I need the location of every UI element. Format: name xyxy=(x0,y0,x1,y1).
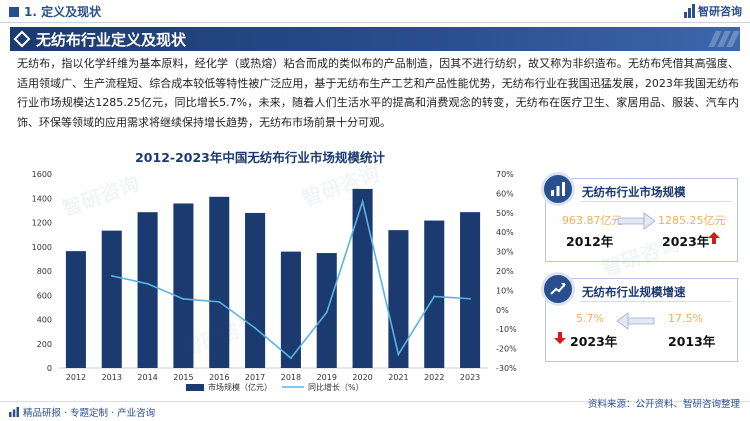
end-year: 2023年 xyxy=(662,234,710,249)
bar xyxy=(352,188,373,368)
y-right-tick-label: 70% xyxy=(496,170,514,179)
y-left-tick-label: 1400 xyxy=(32,194,52,203)
intro-paragraph: 无纺布，指以化学纤维为基本原料，经化学（或热熔）粘合而成的类似布的产品制造，因其… xyxy=(17,57,739,129)
recent-value: 5.7% xyxy=(576,312,604,325)
y-left-tick-label: 600 xyxy=(37,291,52,300)
bar xyxy=(137,212,158,368)
up-arrow-icon xyxy=(708,232,720,247)
y-right-tick-label: 40% xyxy=(496,228,514,237)
bar xyxy=(245,212,266,368)
bar-chart-icon xyxy=(541,172,575,206)
footer-tagline: 精品研报 · 专题定制 · 产业咨询 xyxy=(8,405,155,419)
bar xyxy=(65,251,86,368)
y-right-tick-label: 0% xyxy=(496,306,509,315)
y-left-tick-label: 800 xyxy=(37,267,52,276)
growth-point xyxy=(146,282,149,285)
earlier-value: 17.5% xyxy=(668,312,703,325)
data-source: 资料来源：公开资料、智研咨询整理 xyxy=(587,399,740,410)
start-year: 2012年 xyxy=(566,234,614,249)
x-tick-label: 2022 xyxy=(424,373,444,382)
growth-point xyxy=(182,298,185,300)
section-marker xyxy=(9,7,19,17)
earlier-year: 2013年 xyxy=(668,334,716,349)
chart-title: 2012-2023年中国无纺布行业市场规模统计 xyxy=(135,150,385,165)
card-title: 无纺布行业规模增速 xyxy=(582,285,686,299)
down-arrow-icon xyxy=(554,332,566,347)
bar xyxy=(101,230,122,368)
legend-bar-label: 市场规模（亿元） xyxy=(208,382,272,392)
x-tick-label: 2017 xyxy=(245,373,265,382)
left-arrow-icon xyxy=(616,312,656,330)
start-value: 963.87亿元 xyxy=(562,214,623,227)
logo-bars-icon xyxy=(684,4,695,18)
trend-chart-icon xyxy=(541,272,575,306)
legend-line-label: 同比增长（%） xyxy=(308,382,364,392)
growth-point xyxy=(325,311,328,314)
x-tick-label: 2014 xyxy=(137,373,157,382)
x-tick-label: 2012 xyxy=(66,373,86,382)
y-right-tick-label: 60% xyxy=(496,189,514,198)
x-tick-label: 2018 xyxy=(281,373,301,382)
y-left-tick-label: 1600 xyxy=(32,170,52,179)
end-value: 1285.25亿元 xyxy=(658,214,726,227)
right-arrow-icon xyxy=(616,212,656,230)
y-right-tick-label: 50% xyxy=(496,209,514,218)
bar xyxy=(280,251,301,368)
y-left-tick-label: 400 xyxy=(37,316,52,325)
section-title: 1. 定义及现状 xyxy=(24,5,102,19)
x-tick-label: 2013 xyxy=(102,373,122,382)
growth-point xyxy=(469,297,471,300)
x-tick-label: 2021 xyxy=(388,373,408,382)
top-header: 1. 定义及现状 智研咨询 xyxy=(0,0,750,24)
footer-divider xyxy=(0,401,750,402)
brand-logo: 智研咨询 xyxy=(684,3,742,19)
banner-title: 无纺布行业定义及现状 xyxy=(36,31,187,49)
y-left-tick-label: 200 xyxy=(37,340,52,349)
title-banner: 无纺布行业定义及现状 xyxy=(10,27,740,51)
x-tick-label: 2020 xyxy=(352,373,372,382)
footer-tagline-text: 精品研报 · 专题定制 · 产业咨询 xyxy=(23,408,156,419)
bar xyxy=(388,230,409,368)
section-divider xyxy=(0,22,750,23)
y-left-tick-label: 0 xyxy=(47,364,52,373)
y-right-tick-label: -20% xyxy=(496,345,517,354)
y-left-tick-label: 1200 xyxy=(32,219,52,228)
market-size-card: 无纺布行业市场规模 963.87亿元 1285.25亿元 2012年 2023年 xyxy=(541,172,738,262)
y-right-tick-label: 10% xyxy=(496,286,514,295)
card-title: 无纺布行业市场规模 xyxy=(582,185,686,199)
x-tick-label: 2015 xyxy=(173,373,193,382)
bar xyxy=(460,212,481,368)
bar xyxy=(209,196,230,368)
growth-point xyxy=(433,295,436,298)
growth-point xyxy=(361,200,364,203)
logo-text: 智研咨询 xyxy=(698,5,742,18)
y-left-tick-label: 1000 xyxy=(32,243,52,252)
growth-point xyxy=(254,327,256,329)
bar xyxy=(173,203,194,368)
market-size-chart: 0 200 400 600 800 1000 1200 1400 1600 -30% -20% -10… xyxy=(32,170,517,392)
y-right-tick-label: -30% xyxy=(496,364,517,373)
x-tick-label: 2019 xyxy=(317,373,337,382)
legend-bar-swatch xyxy=(186,384,204,391)
stripes-decoration xyxy=(708,31,740,47)
bar xyxy=(424,220,445,368)
growth-point xyxy=(397,353,400,356)
growth-point xyxy=(218,300,221,303)
recent-year: 2023年 xyxy=(570,334,618,349)
x-tick-label: 2016 xyxy=(209,373,229,382)
growth-rate-card: 无纺布行业规模增速 5.7% 17.5% 2023年 2013年 xyxy=(541,272,738,362)
diamond-icon xyxy=(13,30,31,48)
x-tick-label: 2023 xyxy=(460,373,480,382)
growth-point xyxy=(110,274,113,277)
growth-point xyxy=(290,357,292,360)
y-right-tick-label: -10% xyxy=(496,325,517,334)
y-right-tick-label: 20% xyxy=(496,267,514,276)
logo-bars-icon xyxy=(9,407,19,417)
y-right-tick-label: 30% xyxy=(496,248,514,257)
